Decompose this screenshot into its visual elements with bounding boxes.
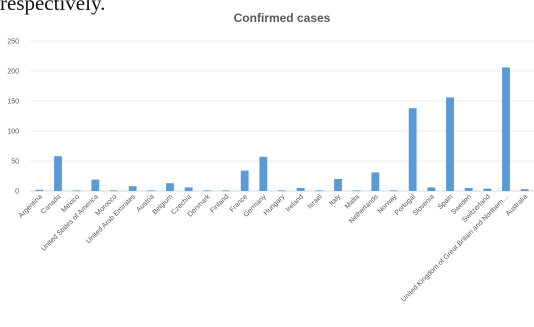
bar xyxy=(334,179,342,191)
bar xyxy=(72,190,81,192)
bar xyxy=(502,67,510,191)
bar xyxy=(520,189,529,191)
bar xyxy=(483,188,492,191)
bar xyxy=(464,188,473,191)
bar xyxy=(315,190,324,192)
x-tick-label: Canada xyxy=(40,193,62,215)
y-axis-ticks: 0 50 100 150 200 250 xyxy=(7,39,19,196)
y-tick-label: 50 xyxy=(11,159,19,166)
bars xyxy=(35,67,529,192)
bar xyxy=(203,190,212,192)
x-tick-label: Israel xyxy=(307,193,324,210)
gridlines xyxy=(30,40,534,192)
y-tick-label: 250 xyxy=(7,39,19,46)
x-tick-label: Finland xyxy=(209,193,230,214)
chart-title: Confirmed cases xyxy=(234,11,331,25)
bar xyxy=(35,189,44,191)
x-tick-label: Hungary xyxy=(263,193,287,217)
bar xyxy=(54,156,62,191)
bar xyxy=(166,183,174,191)
x-tick-label: Ireland xyxy=(285,193,305,213)
y-tick-label: 100 xyxy=(7,129,19,136)
bar xyxy=(390,190,398,192)
bar xyxy=(278,190,286,192)
bar xyxy=(371,172,380,191)
y-tick-label: 200 xyxy=(7,69,19,76)
bar xyxy=(352,190,361,192)
bar xyxy=(427,187,436,191)
x-tick-label: Italy xyxy=(328,193,342,207)
bar xyxy=(446,97,454,191)
bar xyxy=(110,190,118,192)
y-tick-label: 150 xyxy=(7,99,19,106)
bar xyxy=(222,190,230,192)
bar xyxy=(128,186,137,191)
bar xyxy=(147,190,156,192)
bar xyxy=(240,170,249,191)
x-tick-label: Argentina xyxy=(18,193,44,219)
x-tick-label: Malta xyxy=(344,193,361,210)
bar xyxy=(408,108,417,191)
bar xyxy=(296,188,305,191)
bar xyxy=(91,179,100,191)
bar xyxy=(184,187,193,191)
bar xyxy=(259,156,268,191)
y-tick-label: 0 xyxy=(15,189,19,196)
caption-text: respectively. xyxy=(0,0,106,15)
